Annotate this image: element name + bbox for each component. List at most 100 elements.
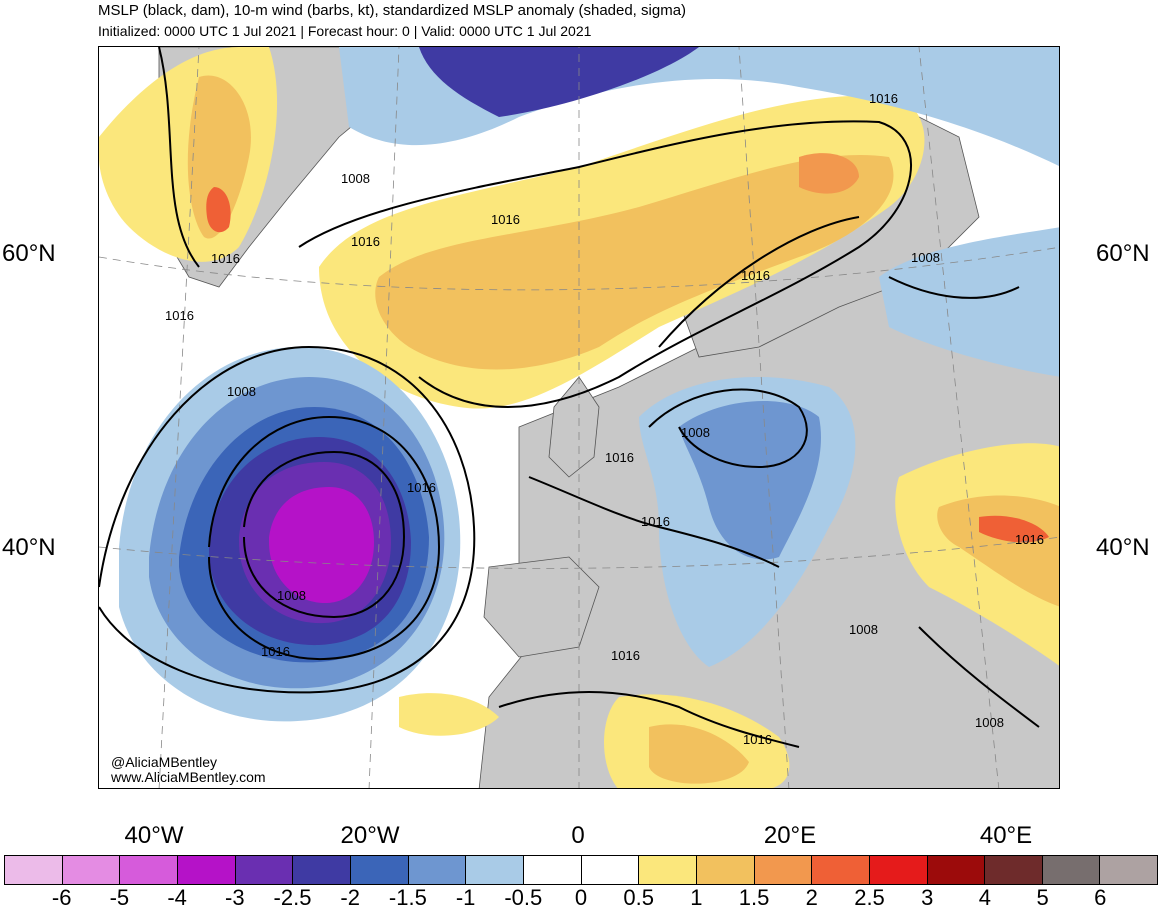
colorbar-swatch [120,856,178,884]
lon-label-40w: 40°W [124,822,184,849]
lon-label-40e: 40°E [979,822,1033,849]
pos-anomaly-north-atlantic-core [375,155,894,370]
lon-label-20w: 20°W [340,822,400,849]
map-panel: 1008 1016 1016 1016 1016 1016 1016 1008 … [98,46,1060,789]
colorbar-tick-label: 0.5 [623,885,654,910]
isobar-label: 1008 [911,250,940,265]
colorbar-swatch [350,856,409,884]
chart-subtitle: Initialized: 0000 UTC 1 Jul 2021 | Forec… [98,23,592,39]
colorbar-swatch [1042,856,1101,884]
colorbar-swatch [177,856,236,884]
colorbar-swatch [235,856,294,884]
isobar-africa [498,691,800,748]
isobar-label: 1016 [605,450,634,465]
isobar-label: 1008 [277,588,306,603]
colorbar-tick-label: 0 [574,885,588,910]
lon-label-20e: 20°E [763,822,817,849]
isobar-russia [888,276,1020,299]
isobar-med [528,476,780,568]
colorbar-swatch [927,856,986,884]
isobar-label: 1016 [1015,532,1044,547]
colorbar-tick-label: 3 [921,885,934,910]
isobar-label: 1016 [641,514,670,529]
isobar-label: 1016 [741,268,770,283]
colorbar-swatch [812,856,870,884]
colorbar [4,855,1158,885]
colorbar-tick-label: -4 [167,885,187,910]
isobar-label: 1008 [341,171,370,186]
isobar-label: 1008 [681,425,710,440]
isobar-central-europe [648,388,808,469]
neg-anomaly-central-europe-core [679,400,821,560]
isobar-low-1008 [243,450,406,619]
isobar-label: 1016 [351,234,380,249]
graticule [99,47,1059,788]
isobar-middle-east [918,626,1040,728]
isobar-label: 1016 [869,91,898,106]
colorbar-swatch [581,856,640,884]
colorbar-tick-label: 2.5 [854,885,885,910]
colorbar-swatch [293,856,351,884]
isobar-label: 1016 [743,732,772,747]
isobars [99,47,1040,748]
isobar-label: 1016 [165,308,194,323]
colorbar-tick-label: -6 [51,885,72,910]
colorbar-swatch [1100,856,1158,884]
colorbar-tick-label: 5 [1036,885,1049,910]
colorbar-tick-label: -1.5 [388,885,427,910]
credit-website: www.AliciaMBentley.com [111,769,266,785]
pos-anomaly-atlas [399,693,499,736]
map-svg: 1008 1016 1016 1016 1016 1016 1016 1008 … [99,47,1059,788]
isobar-label: 1016 [261,644,290,659]
lat-label-60n-left: 60°N [2,240,56,267]
pos-anomaly-greenland-peak [206,187,231,233]
colorbar-swatch [639,856,697,884]
colorbar-swatch [408,856,467,884]
colorbar-swatch [5,856,63,884]
isobar-label: 1016 [407,480,436,495]
colorbar-tick-label: 4 [978,885,992,910]
isobar-atlantic-ridge [298,120,913,408]
isobar-label: 1008 [227,384,256,399]
isobar-label: 1008 [975,715,1004,730]
colorbar-swatch [696,856,755,884]
chart-title: MSLP (black, dam), 10-m wind (barbs, kt)… [98,2,687,19]
colorbar-tick-label: 1.5 [738,885,770,910]
pos-anomaly-north-africa-core [649,724,749,784]
colorbar-tick-label: 2 [805,885,818,910]
lat-label-40n-left: 40°N [2,534,56,561]
colorbar-swatch [985,856,1043,884]
isobar-greenland [158,47,200,268]
colorbar-tick-label: -0.5 [504,885,543,910]
colorbar-tick-label: -5 [109,885,130,910]
colorbar-swatch [466,856,524,884]
pos-anomaly-caucasus-core [979,515,1049,543]
isobar-labels: 1008 1016 1016 1016 1016 1016 1016 1008 … [165,91,1044,747]
lon-label-0: 0 [571,822,585,849]
pos-anomaly-finland-core [799,153,859,194]
colorbar-tick-label: -3 [225,885,245,910]
colorbar-swatch [62,856,121,884]
colorbar-swatch [754,856,813,884]
neg-anomaly-arctic-core [419,47,699,117]
isobar-low-1012 [208,415,441,661]
lat-label-60n-right: 60°N [1096,240,1150,267]
neg-anomaly-atlantic-low-core [269,487,374,604]
colorbar-tick-label: -2 [340,885,360,910]
isobar-label: 1008 [849,622,878,637]
isobar-label: 1016 [611,648,640,663]
colorbar-tick-label: -1 [455,885,476,910]
colorbar-tick-label: 6 [1094,885,1107,910]
pos-anomaly-greenland-core [187,75,251,239]
colorbar-tick-label: 1 [690,885,703,910]
neg-anomaly-russia [879,227,1059,377]
colorbar-swatch [869,856,928,884]
isobar-scand-1016 [658,216,860,348]
colorbar-tick-label: -2.5 [273,885,312,910]
lat-label-40n-right: 40°N [1096,534,1150,561]
isobar-label: 1016 [491,212,520,227]
isobar-low-1016 [99,345,476,694]
credit-handle: @AliciaMBentley [111,754,218,770]
colorbar-swatch [523,856,582,884]
isobar-label: 1016 [211,251,240,266]
